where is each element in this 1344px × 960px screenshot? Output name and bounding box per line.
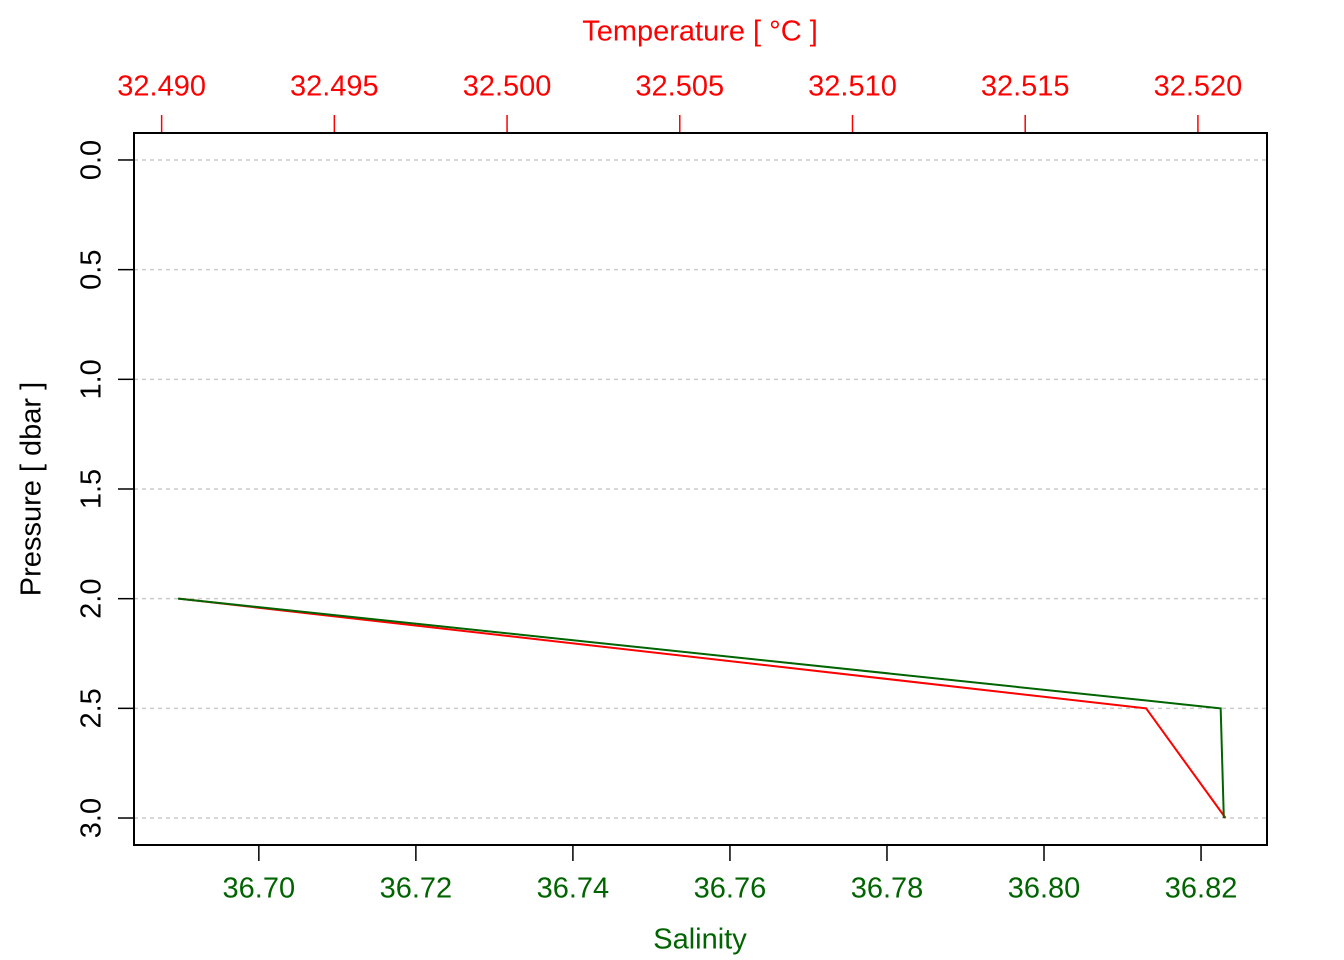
x-tick-label: 36.70 bbox=[223, 873, 296, 905]
y-tick-label: 1.0 bbox=[76, 359, 108, 399]
x-tick-label: 36.78 bbox=[851, 873, 924, 905]
x2-tick-label: 32.505 bbox=[635, 71, 724, 103]
profile-line bbox=[177, 597, 1225, 819]
x-axis-title: Salinity bbox=[653, 924, 747, 956]
y-tick-label: 0.5 bbox=[76, 249, 108, 289]
x-tick-label: 36.82 bbox=[1165, 873, 1238, 905]
x2-tick-label: 32.495 bbox=[290, 71, 379, 103]
x-tick-label: 36.74 bbox=[537, 873, 610, 905]
y-tick-label: 2.5 bbox=[76, 688, 108, 728]
y-axis-title: Pressure [ dbar ] bbox=[16, 382, 48, 596]
x-tick-label: 36.72 bbox=[380, 873, 453, 905]
x2-tick-label: 32.520 bbox=[1154, 71, 1243, 103]
y-tick-label: 1.5 bbox=[76, 469, 108, 509]
x-tick-label: 36.76 bbox=[694, 873, 767, 905]
x2-axis-title: Temperature [ °C ] bbox=[582, 16, 818, 48]
x2-tick-label: 32.515 bbox=[981, 71, 1070, 103]
y-tick-label: 0.0 bbox=[76, 140, 108, 180]
x2-tick-label: 32.500 bbox=[463, 71, 552, 103]
y-tick-label: 2.0 bbox=[76, 579, 108, 619]
x2-tick-label: 32.490 bbox=[117, 71, 206, 103]
profile-line bbox=[178, 597, 1227, 819]
plot-frame bbox=[133, 132, 1268, 846]
x-tick-label: 36.80 bbox=[1008, 873, 1081, 905]
y-tick-label: 3.0 bbox=[76, 798, 108, 838]
x2-tick-label: 32.510 bbox=[808, 71, 897, 103]
